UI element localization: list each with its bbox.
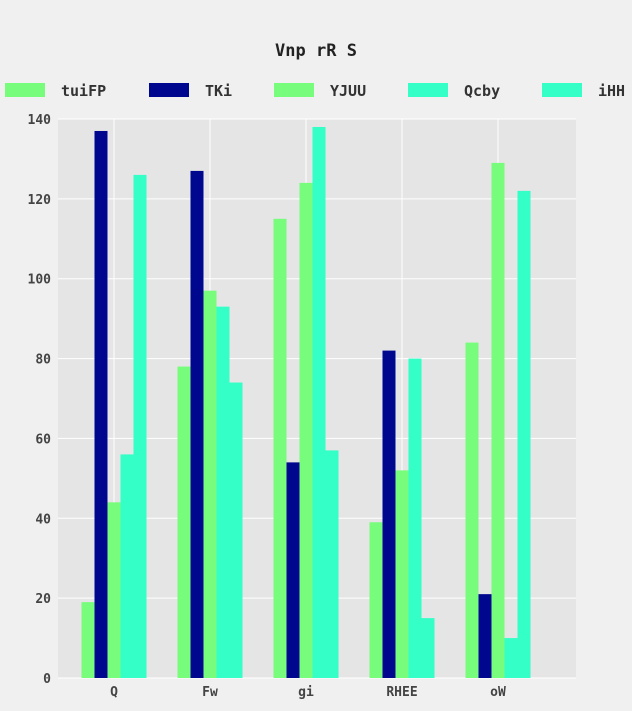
y-tick-label: 0 — [43, 672, 51, 687]
x-tick-label: RHEE — [386, 685, 417, 700]
y-tick-label: 120 — [28, 193, 52, 208]
bar-YJUU-Fw — [203, 290, 217, 678]
bar-iHH-RHEE — [421, 618, 435, 678]
bar-Qcby-gi — [312, 126, 326, 678]
y-tick-label: 100 — [28, 273, 52, 288]
bar-Qcby-oW — [504, 638, 518, 678]
x-tick-label: Q — [110, 685, 118, 700]
bar-tuiFP-gi — [273, 218, 287, 679]
bar-Qcby-Fw — [216, 306, 230, 678]
legend: tuiFP TKi YJUU Qcby iHH — [5, 82, 625, 100]
legend-swatch-tuiFP — [5, 83, 45, 97]
y-tick-label: 20 — [35, 592, 51, 607]
bar-YJUU-gi — [299, 182, 313, 678]
bar-tuiFP-Fw — [177, 366, 191, 678]
y-axis-ticks: 0 20 40 60 80 100 120 140 — [28, 113, 52, 687]
y-tick-label: 140 — [28, 113, 52, 128]
chart-title: Vnp rR S — [275, 41, 357, 61]
bar-YJUU-RHEE — [395, 470, 409, 678]
legend-swatch-YJUU — [274, 83, 314, 97]
legend-label-Qcby: Qcby — [464, 82, 500, 100]
bar-tuiFP-Q — [81, 602, 95, 678]
legend-swatch-Qcby — [408, 83, 448, 97]
x-axis-ticks: Q Fw gi RHEE oW — [110, 685, 506, 700]
bars — [81, 126, 531, 679]
y-tick-label: 40 — [35, 512, 51, 527]
legend-swatch-TKi — [149, 83, 189, 97]
bar-YJUU-oW — [491, 162, 505, 678]
x-tick-label: gi — [298, 685, 314, 700]
bar-TKi-gi — [286, 462, 300, 678]
bar-iHH-oW — [517, 190, 531, 678]
bar-TKi-RHEE — [382, 350, 396, 678]
legend-label-tuiFP: tuiFP — [61, 82, 106, 100]
bar-tuiFP-RHEE — [369, 522, 383, 678]
bar-TKi-Q — [94, 130, 108, 678]
legend-label-YJUU: YJUU — [330, 82, 366, 100]
bar-YJUU-Q — [107, 502, 121, 678]
legend-swatch-iHH — [542, 83, 582, 97]
bar-Qcby-RHEE — [408, 358, 422, 678]
bar-iHH-Q — [133, 174, 147, 678]
y-tick-label: 80 — [35, 353, 51, 368]
x-tick-label: oW — [490, 685, 506, 700]
legend-label-TKi: TKi — [205, 82, 232, 100]
bar-TKi-Fw — [190, 170, 204, 678]
bar-tuiFP-oW — [465, 342, 479, 678]
bar-iHH-gi — [325, 450, 339, 678]
bar-TKi-oW — [478, 594, 492, 678]
bar-Qcby-Q — [120, 454, 134, 678]
bar-iHH-Fw — [229, 382, 243, 678]
y-tick-label: 60 — [35, 432, 51, 447]
legend-label-iHH: iHH — [598, 82, 625, 100]
x-tick-label: Fw — [202, 685, 218, 700]
